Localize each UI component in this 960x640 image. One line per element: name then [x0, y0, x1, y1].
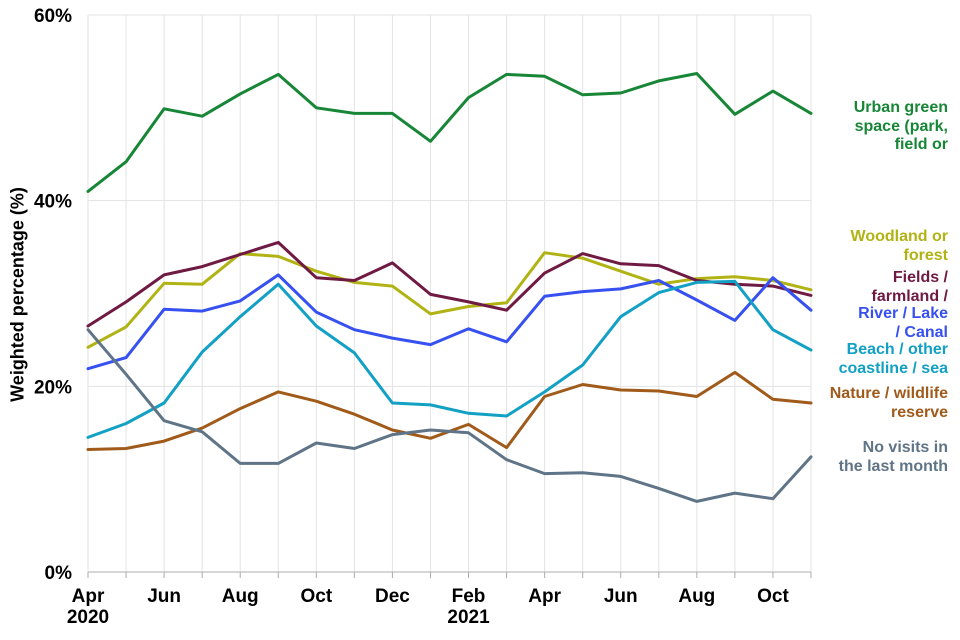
x-tick-label: Oct — [757, 586, 789, 607]
series-line — [86, 240, 813, 328]
x-tick-label: Apr — [528, 586, 561, 607]
x-tick-year-label: 2021 — [447, 607, 490, 628]
y-tick-labels: 0% 20% 40% 60% — [34, 6, 72, 584]
x-tick-label: Oct — [300, 586, 332, 607]
series-lines — [86, 72, 813, 503]
x-tick-label: Feb — [452, 586, 486, 607]
y-tick-label: 20% — [34, 377, 72, 398]
series-line — [86, 279, 813, 439]
y-axis-title: Weighted percentage (%) — [7, 187, 28, 402]
x-axis — [87, 571, 812, 578]
x-tick-label: Jun — [147, 586, 181, 607]
series-line — [86, 72, 813, 193]
y-tick-label: 60% — [34, 6, 72, 27]
series-line — [86, 273, 813, 371]
x-tick-label: Jun — [604, 586, 638, 607]
x-tick-label: Aug — [222, 586, 259, 607]
gridlines — [87, 14, 812, 572]
series-line — [86, 370, 813, 451]
y-tick-label: 0% — [45, 563, 73, 584]
x-tick-label: Dec — [375, 586, 410, 607]
x-tick-label: Aug — [678, 586, 715, 607]
x-tick-year-label: 2020 — [67, 607, 109, 628]
y-tick-label: 40% — [34, 192, 72, 213]
series-line — [86, 328, 813, 503]
x-tick-label: Apr — [72, 586, 105, 607]
